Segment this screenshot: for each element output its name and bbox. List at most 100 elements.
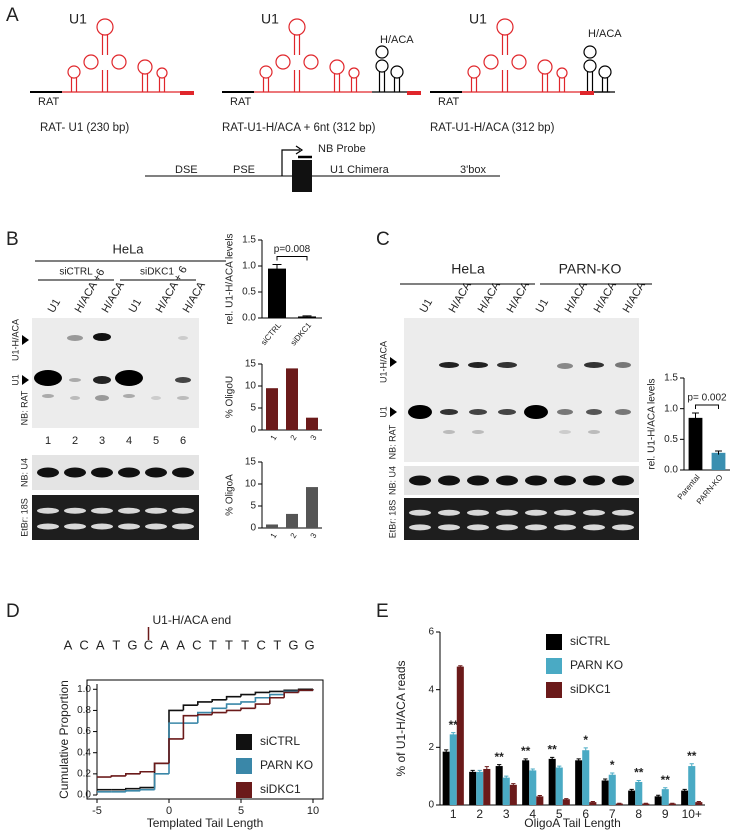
sequence-letter: A (176, 637, 185, 652)
y-tick-label: 1.0 (77, 684, 91, 695)
stem (70, 78, 78, 92)
sequence-letter: T (273, 637, 281, 652)
sequence-letter: C (79, 637, 88, 652)
error-bar (504, 775, 509, 780)
error-bar (564, 798, 569, 800)
lane-label: U1 (127, 297, 144, 315)
legend-swatch (236, 758, 252, 774)
y-tick-label: 2 (428, 742, 434, 753)
step-segment (153, 762, 169, 772)
y-tick-label: 15 (245, 359, 257, 370)
band (584, 362, 604, 368)
error-bar (497, 764, 502, 768)
band (118, 467, 140, 478)
lane-label: U1 (534, 297, 551, 315)
step-segment (168, 709, 184, 764)
loop (375, 45, 389, 59)
band (472, 430, 484, 434)
panel-letter: E (376, 601, 389, 622)
step-segment (197, 713, 213, 716)
error-bar (696, 801, 701, 803)
construct-caption: RAT- U1 (230 bp) (40, 122, 129, 134)
group-label: siDKC1 (140, 267, 174, 278)
construct-label: RAT (438, 96, 459, 108)
band (151, 396, 161, 400)
loop (275, 54, 291, 70)
lane-label: H/ACA (592, 279, 620, 315)
probe-label: NB: U4 (19, 458, 29, 487)
band (69, 378, 81, 382)
step-segment (269, 693, 285, 698)
sequence-letter: A (96, 637, 105, 652)
error-bar (511, 783, 516, 786)
legend-label: siCTRL (570, 634, 610, 648)
band (37, 507, 59, 514)
error-bar (451, 732, 456, 737)
loop (348, 67, 360, 79)
sequence-letter: A (160, 637, 169, 652)
bar (681, 790, 689, 805)
band (615, 362, 631, 368)
x-tick-label: 6 (582, 807, 589, 821)
loop (259, 65, 273, 79)
sequence-letter: G (127, 637, 137, 652)
stem (601, 78, 609, 92)
band (67, 335, 83, 341)
bar (298, 316, 316, 318)
bar (601, 780, 609, 805)
tss-arrow (281, 145, 304, 176)
band (439, 362, 459, 368)
y-tick-label: 0 (250, 425, 256, 436)
stem (141, 74, 149, 92)
sequence-letter: T (112, 637, 120, 652)
bar (306, 487, 318, 528)
band (583, 509, 605, 516)
error-bar (530, 768, 535, 772)
lane-label: H/ACA (447, 279, 475, 315)
band (118, 523, 140, 530)
y-tick-label: 0.4 (77, 747, 91, 758)
y-tick-label: 0.5 (664, 434, 678, 445)
stem (293, 70, 301, 92)
band (115, 370, 143, 386)
x-tick-label: -5 (92, 805, 102, 817)
band-arrow (390, 407, 397, 417)
sequence-letter: G (304, 637, 314, 652)
step-segment (283, 691, 299, 698)
bar (628, 790, 636, 805)
loop (303, 54, 319, 70)
band (554, 509, 576, 516)
band (467, 475, 489, 486)
significance: ** (661, 773, 671, 787)
legend-label: siCTRL (260, 734, 300, 748)
band (64, 523, 86, 530)
plot-frame (86, 679, 324, 800)
group-label: HeLa (451, 261, 485, 277)
band (586, 409, 602, 415)
loop (329, 59, 345, 75)
p-value: p=0.008 (274, 244, 311, 255)
bar (306, 417, 318, 430)
error-bar (537, 794, 542, 798)
band (91, 467, 113, 478)
panel-letter: C (376, 229, 390, 250)
bar (562, 799, 570, 805)
bar (268, 268, 286, 318)
sequence-letter: C (257, 637, 266, 652)
error-bar (302, 315, 312, 317)
band (118, 507, 140, 514)
step-segment (139, 788, 155, 791)
insert-name: H/ACA (380, 34, 414, 46)
legend-label: PARN KO (260, 758, 313, 772)
construct-caption: RAT-U1-H/ACA (312 bp) (430, 122, 555, 134)
y-tick-label: 4 (428, 684, 434, 695)
band (37, 467, 59, 478)
band (497, 362, 517, 368)
band-label: U1 (378, 406, 388, 418)
step-segment (168, 722, 184, 774)
error-bar (576, 758, 581, 762)
legend-label: siDKC1 (260, 782, 301, 796)
bar (529, 770, 537, 805)
bar (615, 803, 623, 805)
y-tick-label: 1.5 (664, 373, 678, 384)
